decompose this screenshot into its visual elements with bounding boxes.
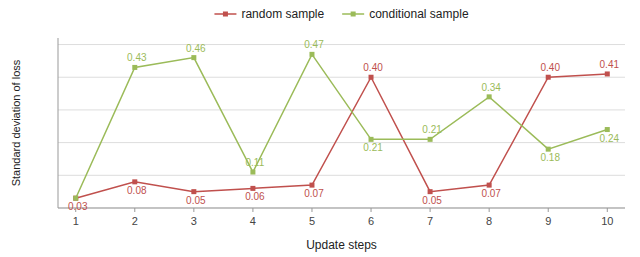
x-tick <box>430 208 431 212</box>
legend-marker <box>223 12 228 17</box>
marker <box>191 189 196 194</box>
marker <box>132 179 137 184</box>
x-tick-label: 4 <box>250 215 256 227</box>
x-tick <box>193 208 194 212</box>
data-label: 0.40 <box>363 62 383 73</box>
data-label: 0.34 <box>481 82 501 93</box>
grid-line <box>58 109 625 110</box>
legend-label: random sample <box>241 7 324 21</box>
x-tick-label: 10 <box>601 215 613 227</box>
grid-line <box>58 175 625 176</box>
data-label: 0.07 <box>304 188 324 199</box>
x-tick-label: 5 <box>309 215 315 227</box>
data-label: 0.40 <box>540 62 560 73</box>
legend-label: conditional sample <box>369 7 469 21</box>
x-tick <box>489 208 490 212</box>
y-axis-line <box>58 38 59 208</box>
legend: random sample conditional sample <box>214 7 468 21</box>
data-label: 0.18 <box>540 152 560 163</box>
grid-line <box>58 208 625 209</box>
grid-line <box>58 77 625 78</box>
marker <box>605 127 610 132</box>
plot-area <box>73 52 610 201</box>
marker <box>132 65 137 70</box>
x-tick-label: 3 <box>191 215 197 227</box>
marker <box>73 196 78 201</box>
x-tick-label: 9 <box>545 215 551 227</box>
data-label: 0.24 <box>600 133 620 144</box>
marker <box>487 183 492 188</box>
marker <box>428 189 433 194</box>
data-label: 0.41 <box>600 59 620 70</box>
x-tick <box>548 208 549 212</box>
x-tick-label: 2 <box>132 215 138 227</box>
x-axis-title: Update steps <box>306 238 377 252</box>
data-label: 0.21 <box>422 124 442 135</box>
data-label: 0.46 <box>186 43 206 54</box>
x-tick-label: 6 <box>368 215 374 227</box>
data-label: 0.47 <box>304 39 324 50</box>
x-tick <box>607 208 608 212</box>
marker <box>369 137 374 142</box>
marker <box>250 170 255 175</box>
data-label: 0.07 <box>481 188 501 199</box>
marker <box>73 196 78 201</box>
chart: 1 2 3 4 5 6 7 8 9 10 Update steps Standard deviatio… <box>0 0 640 257</box>
x-tick-label: 7 <box>427 215 433 227</box>
x-tick-label: 1 <box>73 215 79 227</box>
x-tick <box>311 208 312 212</box>
data-label: 0.11 <box>246 157 265 168</box>
data-labels: 0.03 0.08 0.05 0.06 0.07 0.40 0.05 0.07 0.40 0.41… <box>68 39 619 212</box>
marker <box>369 75 374 80</box>
y-axis-title: Standard deviation of loss <box>10 59 22 186</box>
marker <box>250 186 255 191</box>
marker <box>487 94 492 99</box>
series-line <box>76 54 608 198</box>
marker <box>428 137 433 142</box>
legend-item: conditional sample <box>342 7 469 21</box>
x-tick-label: 8 <box>486 215 492 227</box>
marker <box>546 75 551 80</box>
data-label: 0.06 <box>245 191 265 202</box>
data-label: 0.21 <box>363 142 383 153</box>
marker <box>605 71 610 76</box>
marker <box>309 52 314 57</box>
data-label: 0.08 <box>127 185 147 196</box>
marker <box>191 55 196 60</box>
x-tick <box>134 208 135 212</box>
legend-marker <box>351 12 356 17</box>
x-tick <box>371 208 372 212</box>
data-label: 0.05 <box>186 195 206 206</box>
grid-line <box>58 44 625 45</box>
x-tick <box>252 208 253 212</box>
data-label: 0.05 <box>422 195 442 206</box>
data-label: 0.03 <box>68 201 88 212</box>
legend-item: random sample <box>214 7 324 21</box>
marker <box>309 183 314 188</box>
marker <box>546 147 551 152</box>
series-line <box>76 74 608 198</box>
x-axis-line <box>58 208 625 209</box>
data-label: 0.43 <box>127 52 147 63</box>
